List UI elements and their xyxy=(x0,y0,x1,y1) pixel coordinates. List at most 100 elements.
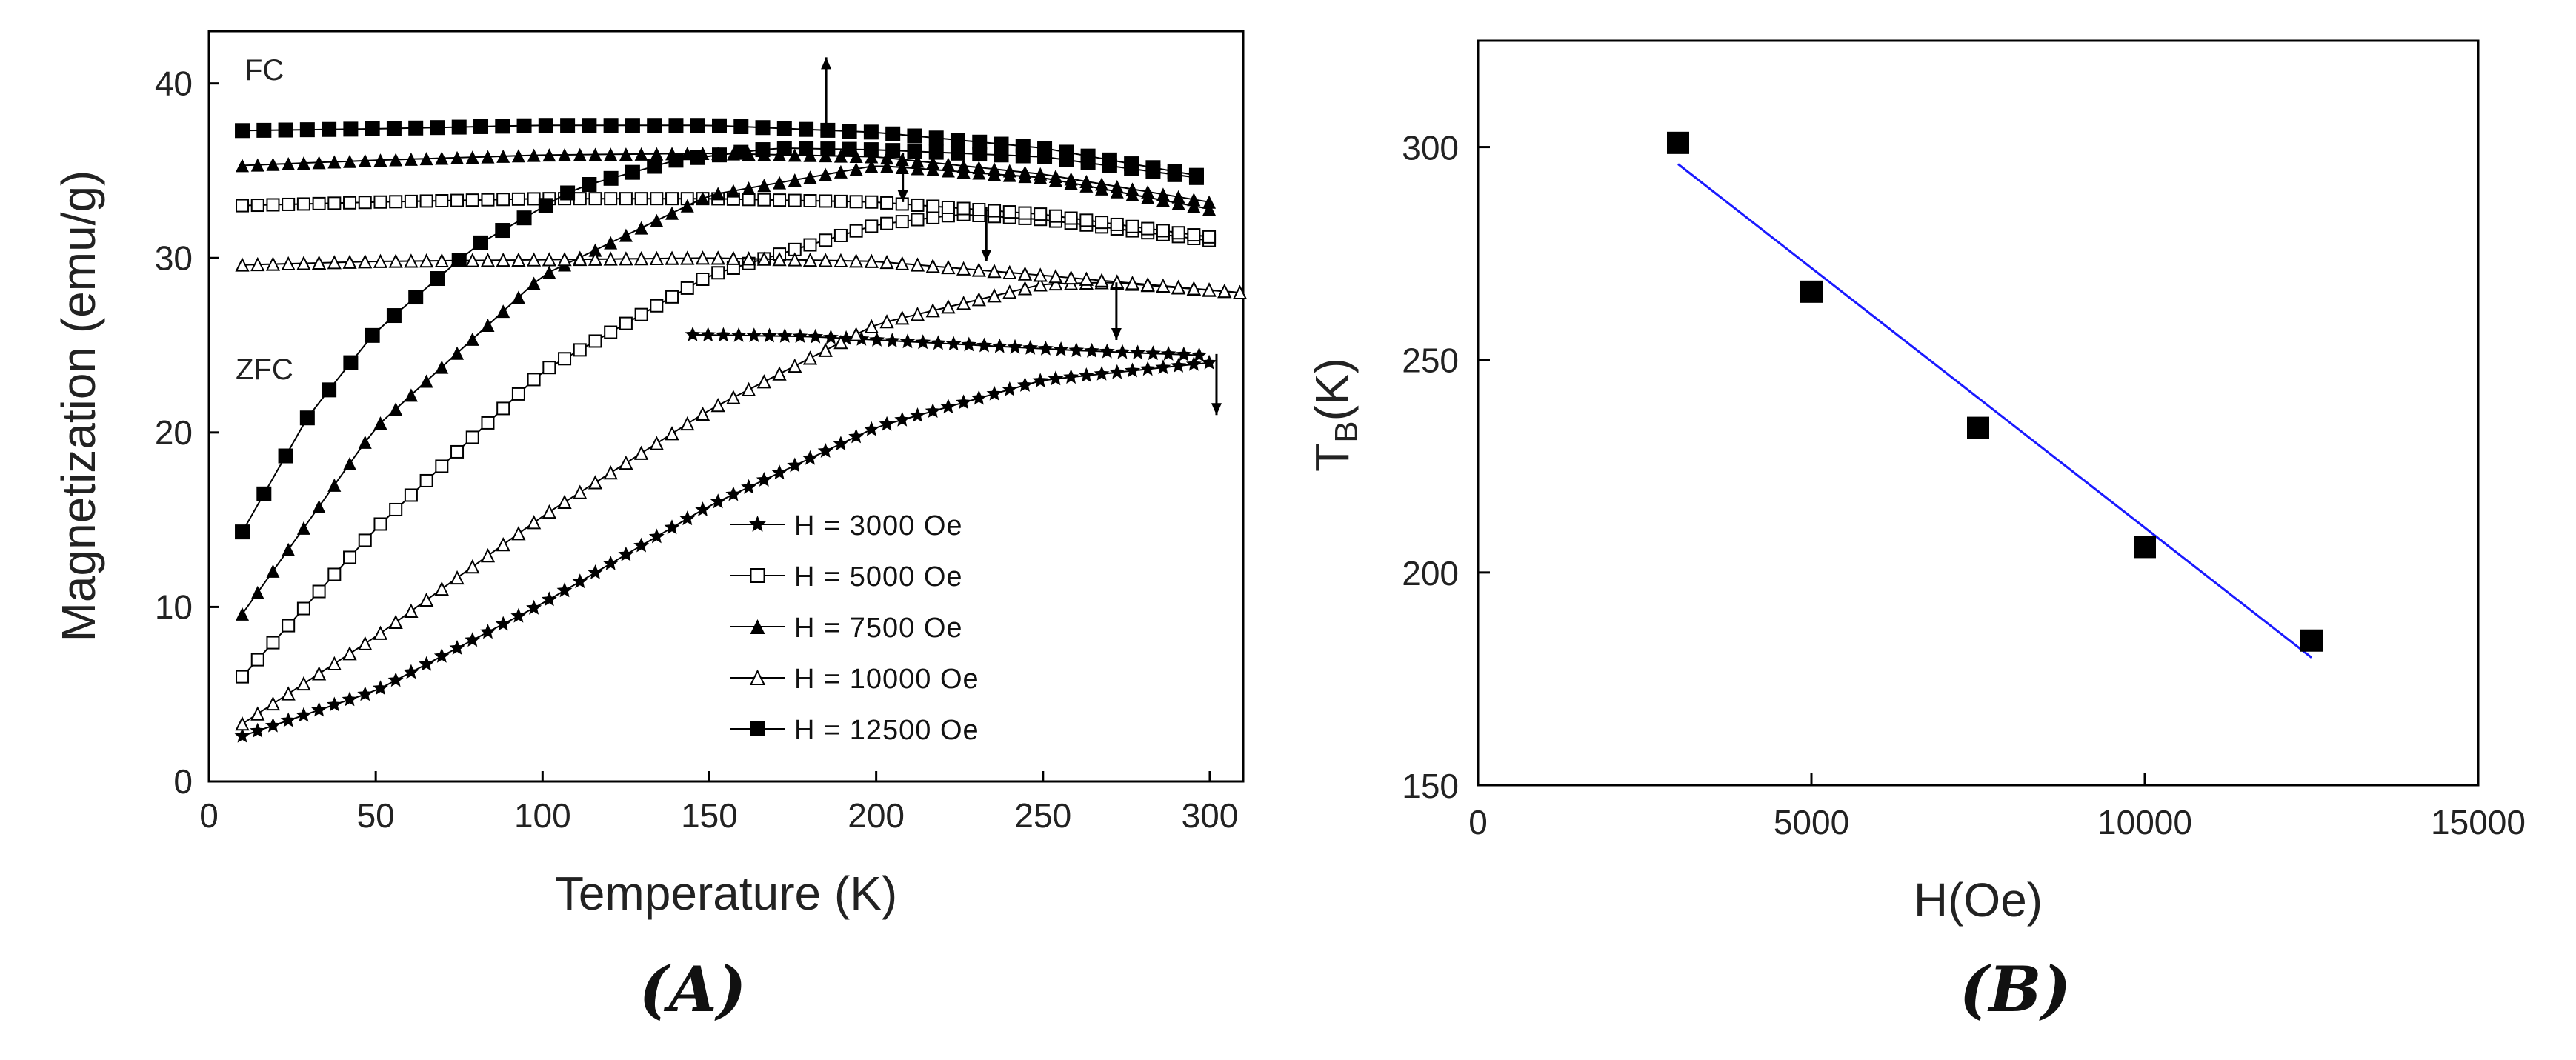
zfc-point xyxy=(419,656,435,671)
zfc-point xyxy=(1063,369,1079,384)
zfc-point xyxy=(387,672,404,687)
fc-point xyxy=(451,119,467,135)
fc-point xyxy=(961,336,977,352)
fc-point xyxy=(388,253,403,268)
fc-point xyxy=(538,118,553,133)
zfc-point xyxy=(1033,277,1048,292)
zfc-point xyxy=(802,350,818,365)
fc-point xyxy=(1232,284,1248,299)
fc-point xyxy=(358,196,372,210)
zfc-point xyxy=(741,479,757,494)
zfc-point xyxy=(450,570,465,585)
fc-point xyxy=(1095,216,1109,230)
fc-point xyxy=(1018,206,1032,220)
fc-point xyxy=(987,264,1002,279)
x-tick-label-b: 5000 xyxy=(1774,803,1849,841)
fc-point xyxy=(634,147,648,161)
fc-point xyxy=(991,338,1008,353)
fc-point xyxy=(266,157,280,171)
fc-point xyxy=(343,196,357,210)
zfc-point xyxy=(389,502,403,516)
fc-point xyxy=(756,251,771,266)
fc-point xyxy=(481,193,495,207)
fc-point xyxy=(495,119,510,134)
fc-point xyxy=(511,192,525,206)
zfc-point xyxy=(634,307,648,321)
zfc-point xyxy=(817,443,833,458)
zfc-point xyxy=(495,223,510,239)
zfc-point xyxy=(266,564,280,578)
zfc-point xyxy=(910,307,925,321)
fc-point xyxy=(373,195,387,209)
zfc-point xyxy=(542,361,556,375)
y-axis-label-b-main: T xyxy=(1305,443,1359,472)
fc-point xyxy=(788,193,802,207)
fc-point xyxy=(746,327,762,342)
zfc-point xyxy=(634,445,649,460)
zfc-point xyxy=(849,162,863,176)
zfc-point xyxy=(403,664,419,679)
fc-point xyxy=(928,130,944,146)
data-point xyxy=(1800,280,1823,303)
data-point xyxy=(2134,536,2156,559)
legend-label: H = 3000 Oe xyxy=(794,510,963,541)
zfc-point xyxy=(465,332,479,346)
fc-point xyxy=(603,251,618,266)
y-tick-label-a: 30 xyxy=(155,239,193,277)
fc-point xyxy=(956,201,971,216)
zfc-point xyxy=(695,501,710,516)
zfc-point xyxy=(573,343,587,357)
zfc-point xyxy=(971,292,986,307)
zfc-point xyxy=(327,567,342,581)
fc-point xyxy=(833,253,848,267)
zfc-curve xyxy=(242,361,1210,737)
fc-point xyxy=(1141,184,1155,199)
fc-point xyxy=(1110,217,1124,231)
zfc-point xyxy=(343,355,359,370)
fc-point xyxy=(907,128,922,144)
zfc-point xyxy=(711,266,725,280)
fc-point xyxy=(465,193,479,207)
fc-point xyxy=(582,118,597,133)
panel-a: 0 50 100 150 200 250 300 0 10 20 30 40 FC ZFC H = 3… xyxy=(52,30,1248,1026)
zfc-point xyxy=(619,455,633,470)
fc-point xyxy=(820,122,836,138)
zfc-point xyxy=(250,722,266,738)
zfc-point xyxy=(895,215,909,229)
fc-point xyxy=(573,251,588,267)
fc-point xyxy=(1102,152,1117,167)
legend-marker xyxy=(749,669,766,685)
zfc-point xyxy=(357,686,373,701)
fc-point xyxy=(915,334,931,350)
fit-line xyxy=(1677,163,2312,659)
fc-point xyxy=(941,200,955,214)
fc-point xyxy=(863,124,879,140)
fc-point xyxy=(685,326,701,341)
zfc-point xyxy=(907,144,922,159)
zfc-point xyxy=(404,603,419,619)
legend-label: H = 12500 Oe xyxy=(794,715,979,746)
y-axis-label-b-sub: B xyxy=(1328,421,1365,442)
fc-point xyxy=(435,194,449,208)
fc-point xyxy=(312,196,326,210)
zfc-point xyxy=(972,147,988,162)
fc-point xyxy=(511,252,526,267)
fc-point xyxy=(1053,341,1069,356)
y-tick-label-a: 10 xyxy=(155,587,193,626)
y-tick-label-b: 150 xyxy=(1402,767,1459,805)
fc-point xyxy=(1145,160,1161,176)
zfc-point xyxy=(311,701,327,717)
zfc-point xyxy=(910,407,925,422)
fc-point xyxy=(266,198,280,212)
zfc-point xyxy=(588,243,602,257)
zfc-point xyxy=(358,636,373,650)
fc-point xyxy=(358,153,372,167)
y-axis-label-b: TB(K) xyxy=(1305,358,1365,472)
fc-point xyxy=(1018,165,1032,179)
zfc-point xyxy=(820,141,836,157)
fc-point xyxy=(542,148,556,162)
arrow-head xyxy=(1111,327,1122,340)
zfc-point xyxy=(803,170,817,184)
zfc-point xyxy=(633,537,650,553)
ticks-b: 0 5000 10000 15000 150 200 250 300 xyxy=(1402,129,2526,841)
